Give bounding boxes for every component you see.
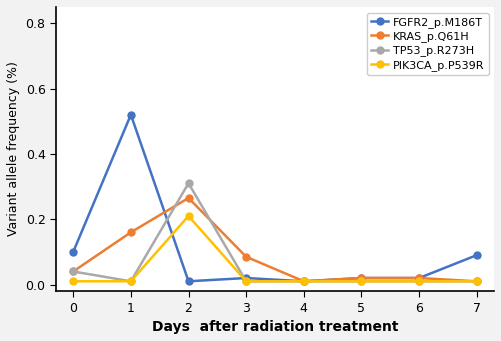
- FGFR2_p.M186T: [358, 276, 364, 280]
- PIK3CA_p.P539R: [185, 214, 191, 218]
- Line: PIK3CA_p.P539R: PIK3CA_p.P539R: [70, 212, 480, 285]
- PIK3CA_p.P539R: [243, 279, 249, 283]
- TP53_p.R273H: [416, 279, 422, 283]
- Line: TP53_p.R273H: TP53_p.R273H: [70, 180, 480, 285]
- PIK3CA_p.P539R: [358, 279, 364, 283]
- KRAS_p.Q61H: [358, 276, 364, 280]
- FGFR2_p.M186T: [416, 276, 422, 280]
- PIK3CA_p.P539R: [416, 279, 422, 283]
- KRAS_p.Q61H: [301, 279, 307, 283]
- PIK3CA_p.P539R: [474, 279, 480, 283]
- FGFR2_p.M186T: [70, 250, 76, 254]
- Line: FGFR2_p.M186T: FGFR2_p.M186T: [70, 111, 480, 285]
- TP53_p.R273H: [474, 279, 480, 283]
- PIK3CA_p.P539R: [301, 279, 307, 283]
- KRAS_p.Q61H: [128, 230, 134, 234]
- KRAS_p.Q61H: [243, 255, 249, 259]
- FGFR2_p.M186T: [185, 279, 191, 283]
- FGFR2_p.M186T: [243, 276, 249, 280]
- PIK3CA_p.P539R: [70, 279, 76, 283]
- KRAS_p.Q61H: [474, 279, 480, 283]
- KRAS_p.Q61H: [416, 276, 422, 280]
- Legend: FGFR2_p.M186T, KRAS_p.Q61H, TP53_p.R273H, PIK3CA_p.P539R: FGFR2_p.M186T, KRAS_p.Q61H, TP53_p.R273H…: [367, 13, 488, 75]
- X-axis label: Days  after radiation treatment: Days after radiation treatment: [152, 320, 398, 334]
- FGFR2_p.M186T: [128, 113, 134, 117]
- FGFR2_p.M186T: [474, 253, 480, 257]
- TP53_p.R273H: [301, 279, 307, 283]
- KRAS_p.Q61H: [70, 269, 76, 273]
- TP53_p.R273H: [70, 269, 76, 273]
- TP53_p.R273H: [358, 279, 364, 283]
- PIK3CA_p.P539R: [128, 279, 134, 283]
- TP53_p.R273H: [243, 279, 249, 283]
- KRAS_p.Q61H: [185, 196, 191, 200]
- TP53_p.R273H: [128, 279, 134, 283]
- TP53_p.R273H: [185, 181, 191, 186]
- Y-axis label: Variant allele frequency (%): Variant allele frequency (%): [7, 62, 20, 236]
- FGFR2_p.M186T: [301, 279, 307, 283]
- Line: KRAS_p.Q61H: KRAS_p.Q61H: [70, 194, 480, 285]
